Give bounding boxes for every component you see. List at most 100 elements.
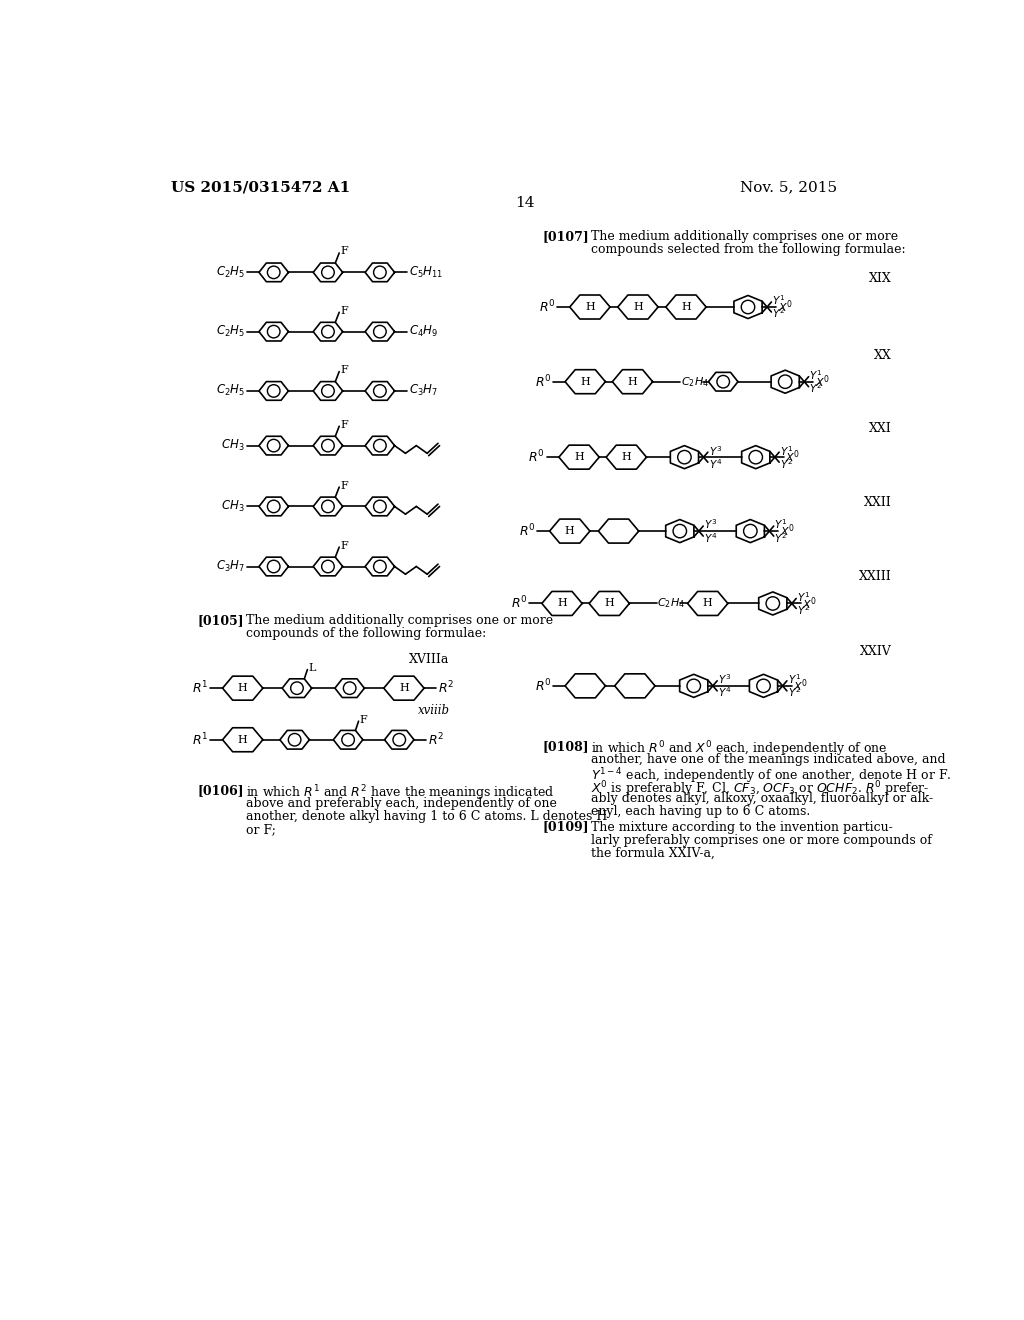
Text: 14: 14 (515, 197, 535, 210)
Text: $C_2H_5$: $C_2H_5$ (216, 265, 245, 280)
Text: $Y^1$: $Y^1$ (809, 368, 822, 381)
Text: $X^0$: $X^0$ (785, 449, 801, 466)
Text: [0107]: [0107] (543, 230, 590, 243)
Text: $X^0$: $X^0$ (780, 523, 796, 540)
Text: H: H (574, 453, 584, 462)
Text: The medium additionally comprises one or more: The medium additionally comprises one or… (246, 614, 553, 627)
Text: $Y^2$: $Y^2$ (774, 531, 787, 545)
Text: $R^1$: $R^1$ (193, 680, 209, 697)
Text: XXIII: XXIII (859, 570, 891, 582)
Text: H: H (585, 302, 595, 312)
Text: $Y^1$: $Y^1$ (797, 590, 810, 603)
Text: $C_2H_5$: $C_2H_5$ (216, 325, 245, 339)
Text: [0109]: [0109] (543, 821, 589, 834)
Text: $Y^1$: $Y^1$ (774, 517, 787, 532)
Text: $Y^2$: $Y^2$ (772, 306, 785, 321)
Text: H: H (557, 598, 567, 609)
Text: The mixture according to the invention particu-: The mixture according to the invention p… (591, 821, 893, 834)
Text: $Y^4$: $Y^4$ (718, 685, 731, 700)
Text: ably denotes alkyl, alkoxy, oxaalkyl, fluoroalkyl or alk-: ably denotes alkyl, alkoxy, oxaalkyl, fl… (591, 792, 933, 805)
Text: or F;: or F; (246, 822, 275, 836)
Text: $R^2$: $R^2$ (428, 731, 444, 748)
Text: H: H (238, 735, 248, 744)
Text: H: H (633, 302, 643, 312)
Text: XXIV: XXIV (859, 645, 891, 659)
Text: L: L (308, 663, 315, 673)
Text: $R^0$: $R^0$ (540, 298, 556, 315)
Text: F: F (340, 541, 348, 550)
Text: $X^0$ is preferably F, Cl, $CF_3$, $OCF_3$ or $OCHF_2$. $R^0$ prefer-: $X^0$ is preferably F, Cl, $CF_3$, $OCF_… (591, 779, 929, 799)
Text: another, denote alkyl having 1 to 6 C atoms. L denotes H: another, denote alkyl having 1 to 6 C at… (246, 810, 607, 822)
Text: [0105]: [0105] (198, 614, 245, 627)
Text: XVIIIa: XVIIIa (410, 653, 450, 665)
Text: xviiib: xviiib (418, 704, 450, 717)
Text: F: F (340, 366, 348, 375)
Text: compounds selected from the following formulae:: compounds selected from the following fo… (591, 243, 905, 256)
Text: compounds of the following formulae:: compounds of the following formulae: (246, 627, 486, 640)
Text: $C_2H_4$: $C_2H_4$ (657, 597, 685, 610)
Text: F: F (359, 714, 367, 725)
Text: F: F (340, 480, 348, 491)
Text: H: H (581, 376, 590, 387)
Text: $R^1$: $R^1$ (193, 731, 209, 748)
Text: in which $R^0$ and $X^0$ each, independently of one: in which $R^0$ and $X^0$ each, independe… (591, 739, 888, 759)
Text: $Y^1$: $Y^1$ (787, 672, 801, 686)
Text: $X^0$: $X^0$ (803, 595, 817, 611)
Text: F: F (340, 420, 348, 430)
Text: $Y^4$: $Y^4$ (709, 457, 722, 471)
Text: $Y^2$: $Y^2$ (809, 381, 822, 395)
Text: $Y^2$: $Y^2$ (787, 685, 801, 700)
Text: F: F (340, 306, 348, 315)
Text: Nov. 5, 2015: Nov. 5, 2015 (740, 181, 838, 194)
Text: $Y^2$: $Y^2$ (780, 457, 793, 471)
Text: $X^0$: $X^0$ (794, 677, 808, 694)
Text: $C_3H_7$: $C_3H_7$ (409, 383, 437, 399)
Text: in which $R^1$ and $R^2$ have the meanings indicated: in which $R^1$ and $R^2$ have the meanin… (246, 784, 554, 804)
Text: $Y^3$: $Y^3$ (703, 517, 717, 532)
Text: larly preferably comprises one or more compounds of: larly preferably comprises one or more c… (591, 834, 932, 846)
Text: $Y^{1-4}$ each, independently of one another, denote H or F.: $Y^{1-4}$ each, independently of one ano… (591, 766, 951, 785)
Text: $Y^4$: $Y^4$ (703, 531, 717, 545)
Text: H: H (702, 598, 713, 609)
Text: H: H (399, 684, 409, 693)
Text: $C_3H_7$: $C_3H_7$ (216, 558, 245, 574)
Text: $C_2H_5$: $C_2H_5$ (216, 383, 245, 399)
Text: $Y^3$: $Y^3$ (718, 672, 731, 686)
Text: H: H (565, 527, 574, 536)
Text: $R^0$: $R^0$ (511, 595, 528, 611)
Text: above and preferably each, independently of one: above and preferably each, independently… (246, 797, 557, 809)
Text: $CH_3$: $CH_3$ (221, 438, 245, 453)
Text: [0108]: [0108] (543, 739, 589, 752)
Text: H: H (604, 598, 614, 609)
Text: XIX: XIX (868, 272, 891, 285)
Text: enyl, each having up to 6 C atoms.: enyl, each having up to 6 C atoms. (591, 805, 810, 818)
Text: H: H (628, 376, 637, 387)
Text: XX: XX (873, 350, 891, 363)
Text: $C_2H_4$: $C_2H_4$ (681, 375, 709, 388)
Text: $X^0$: $X^0$ (815, 374, 830, 389)
Text: $CH_3$: $CH_3$ (221, 499, 245, 513)
Text: The medium additionally comprises one or more: The medium additionally comprises one or… (591, 230, 898, 243)
Text: F: F (340, 247, 348, 256)
Text: $R^0$: $R^0$ (528, 449, 545, 466)
Text: H: H (238, 684, 248, 693)
Text: H: H (622, 453, 631, 462)
Text: US 2015/0315472 A1: US 2015/0315472 A1 (171, 181, 350, 194)
Text: another, have one of the meanings indicated above, and: another, have one of the meanings indica… (591, 752, 945, 766)
Text: $R^0$: $R^0$ (519, 523, 536, 540)
Text: the formula XXIV-a,: the formula XXIV-a, (591, 847, 715, 859)
Text: $C_4H_9$: $C_4H_9$ (409, 325, 438, 339)
Text: $R^0$: $R^0$ (535, 374, 551, 389)
Text: XXI: XXI (868, 422, 891, 434)
Text: $Y^1$: $Y^1$ (772, 293, 785, 308)
Text: $Y^3$: $Y^3$ (709, 444, 722, 458)
Text: $X^0$: $X^0$ (777, 298, 793, 315)
Text: XXII: XXII (863, 496, 891, 508)
Text: $R^2$: $R^2$ (438, 680, 455, 697)
Text: H: H (681, 302, 691, 312)
Text: $Y^1$: $Y^1$ (780, 444, 793, 458)
Text: $R^0$: $R^0$ (535, 677, 551, 694)
Text: [0106]: [0106] (198, 784, 245, 797)
Text: $Y^2$: $Y^2$ (797, 603, 810, 616)
Text: $C_5H_{11}$: $C_5H_{11}$ (409, 265, 443, 280)
